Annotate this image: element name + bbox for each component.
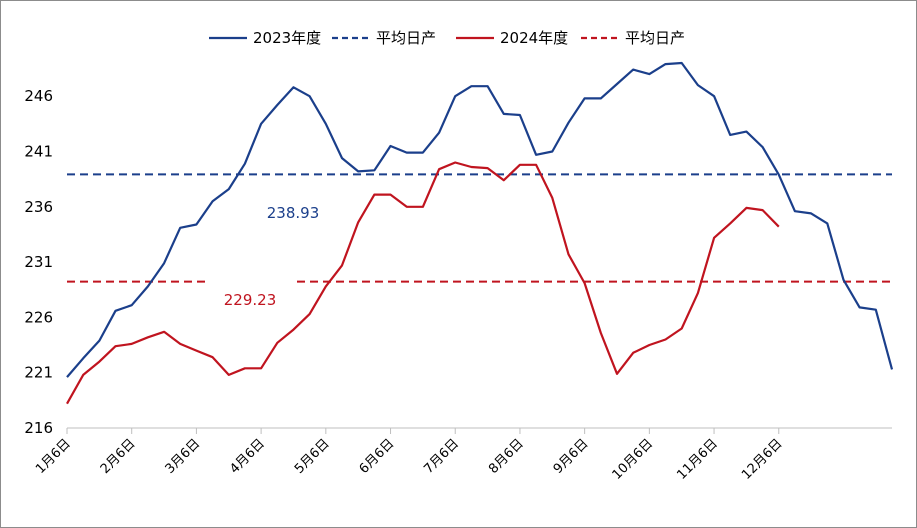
legend: 2023年度 平均日产 2024年度 平均日产: [209, 29, 685, 47]
x-tick-label: 9月6日: [551, 436, 592, 477]
average-label-2023: 238.93: [267, 204, 320, 222]
y-tick-label: 221: [24, 364, 53, 382]
series-line-2024: [66, 161, 780, 405]
legend-label: 2023年度: [253, 29, 321, 47]
x-tick-label: 11月6日: [674, 436, 721, 483]
series-line-2023: [66, 61, 894, 378]
series-lines: [66, 61, 894, 405]
x-tick-label: 7月6日: [421, 436, 462, 477]
x-tick-label: 5月6日: [292, 436, 333, 477]
x-tick-label: 3月6日: [163, 436, 204, 477]
y-tick-label: 241: [24, 142, 53, 160]
legend-label: 平均日产: [625, 29, 685, 47]
y-tick-label: 236: [24, 198, 53, 216]
x-tick-label: 4月6日: [227, 436, 268, 477]
x-tick-label: 8月6日: [486, 436, 527, 477]
x-tick-label: 12月6日: [739, 436, 786, 483]
x-tick-label: 2月6日: [98, 436, 139, 477]
y-tick-label: 231: [24, 253, 53, 271]
x-tick-label: 6月6日: [357, 436, 398, 477]
y-tick-label: 246: [24, 87, 53, 105]
y-tick-label: 226: [24, 308, 53, 326]
x-tick-label: 1月6日: [33, 436, 74, 477]
average-label-2024: 229.23: [224, 291, 277, 309]
y-tick-label: 216: [24, 419, 53, 437]
average-lines: 238.93 229.23: [67, 173, 892, 309]
legend-label: 平均日产: [376, 29, 436, 47]
legend-label: 2024年度: [500, 29, 568, 47]
x-tick-label: 10月6日: [610, 436, 657, 483]
